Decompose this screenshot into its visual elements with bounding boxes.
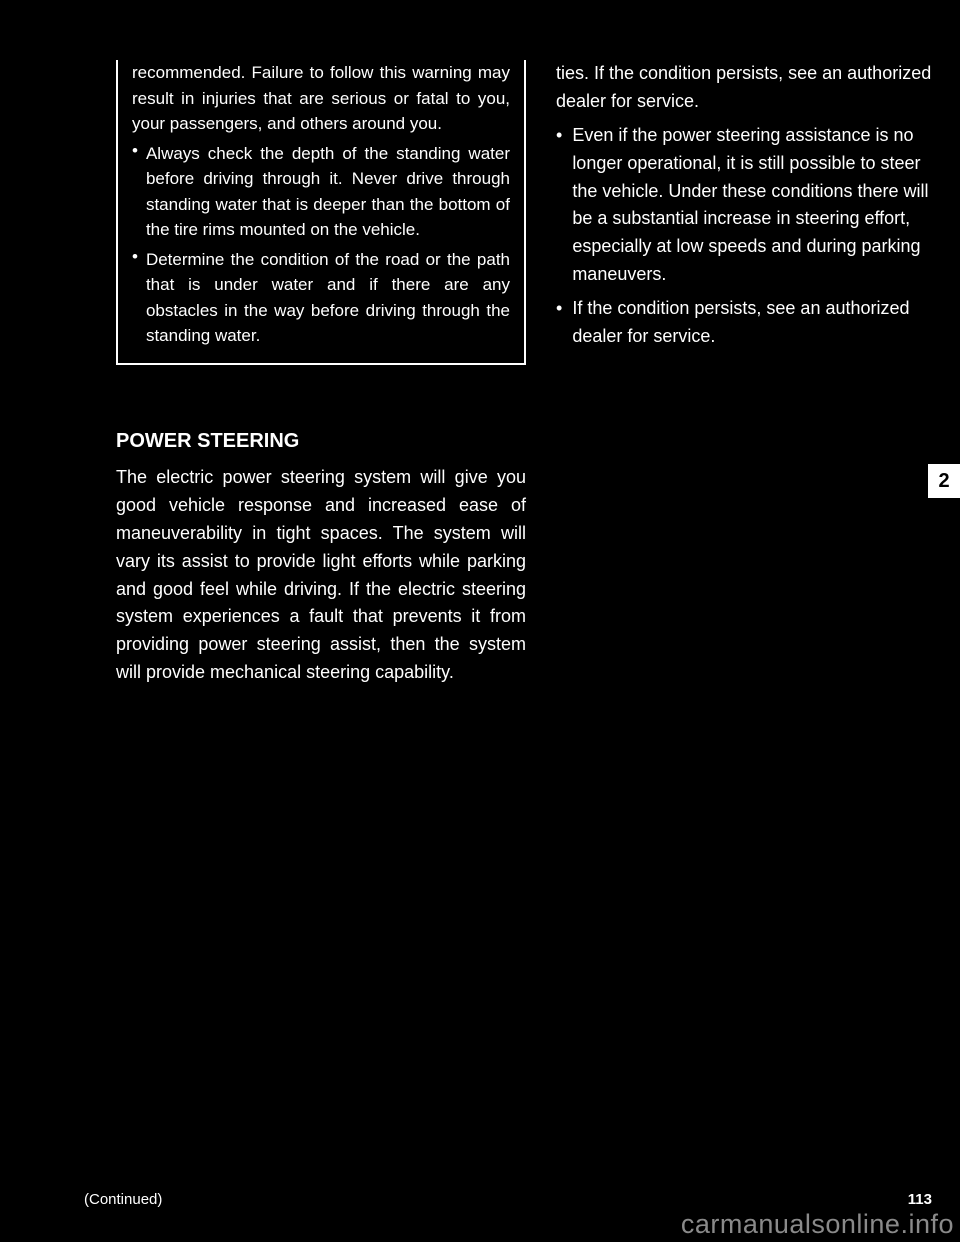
bullet-marker: • (132, 247, 138, 349)
warning-bullet-item: • Always check the depth of the standing… (132, 141, 510, 243)
body-paragraph-left: The electric power steering system will … (116, 464, 526, 687)
bullet-marker: • (556, 295, 562, 351)
bullet-marker: • (132, 141, 138, 243)
right-col-continuation: ties. If the condition persists, see an … (556, 60, 936, 116)
right-bullet-text: Even if the power steering assistance is… (572, 122, 936, 289)
footer-continued: (Continued) (84, 1191, 162, 1208)
chapter-number: 2 (938, 470, 949, 493)
warning-bullet-item: • Determine the condition of the road or… (132, 247, 510, 349)
warning-bullet-text: Always check the depth of the standing w… (146, 141, 510, 243)
bullet-marker: • (556, 122, 562, 289)
warning-box: recommended. Failure to follow this warn… (116, 60, 526, 365)
page-number: 113 (908, 1191, 932, 1208)
body-right-column: ties. If the condition persists, see an … (556, 60, 936, 351)
chapter-tab: 2 (928, 464, 960, 498)
right-bullet-item: • Even if the power steering assistance … (556, 122, 936, 289)
right-bullet-item: • If the condition persists, see an auth… (556, 295, 936, 351)
right-bullet-text: If the condition persists, see an author… (572, 295, 936, 351)
watermark: carmanualsonline.info (681, 1209, 954, 1240)
warning-bullet-text: Determine the condition of the road or t… (146, 247, 510, 349)
section-heading: POWER STEERING (116, 430, 299, 453)
warning-continuation: recommended. Failure to follow this warn… (132, 60, 510, 137)
